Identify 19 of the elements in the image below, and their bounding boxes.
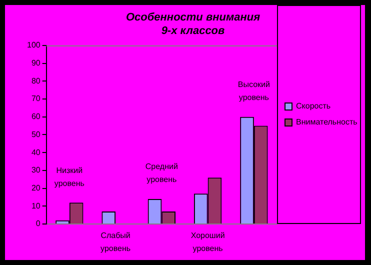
x-tick-label: Средний уровень: [145, 162, 178, 184]
legend-label: Внимательность: [296, 118, 358, 127]
legend-label: Скорость: [296, 102, 331, 111]
y-tick-label: 0: [36, 219, 41, 228]
y-tick-label: 40: [31, 148, 41, 157]
y-tick-label: 80: [31, 76, 41, 86]
chart-title: Особенности внимания 9-х классов: [126, 12, 261, 37]
y-tick-label: 60: [31, 112, 41, 122]
y-tick-label: 50: [31, 130, 41, 139]
y-tick-label: 90: [31, 58, 41, 68]
y-tick-label: 100: [26, 40, 41, 50]
y-tick-label: 20: [31, 183, 41, 192]
y-tick-label: 30: [31, 166, 41, 175]
x-tick-label: Хороший уровень: [190, 231, 225, 254]
x-tick-label: Низкий уровень: [54, 166, 84, 188]
y-tick-label: 10: [31, 201, 41, 210]
y-tick-label: 70: [31, 94, 41, 104]
x-tick-label: Слабый уровень: [100, 231, 131, 254]
x-tick-label: Высокий уровень: [238, 80, 270, 102]
